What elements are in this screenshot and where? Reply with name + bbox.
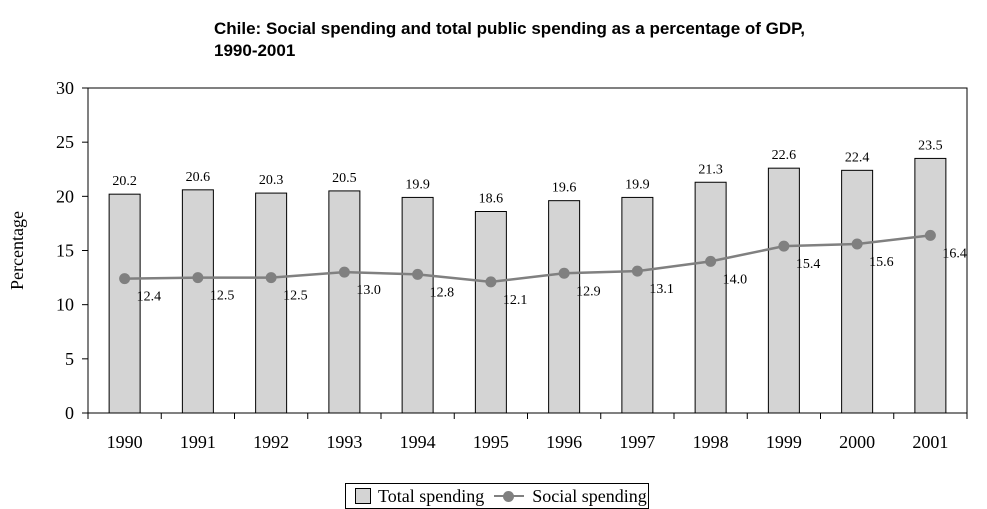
bar bbox=[401, 196, 434, 414]
bar-value-label: 18.6 bbox=[479, 192, 504, 207]
line-value-label: 15.4 bbox=[796, 257, 821, 272]
bar-value-label: 20.2 bbox=[112, 174, 137, 189]
x-tick-label: 1994 bbox=[400, 432, 436, 452]
data-labels: 20.2 20.6 20.3 20.5 19.9 18.6 19.6 19.9 21.3 22.6… bbox=[112, 138, 967, 307]
y-tick-label: 20 bbox=[56, 186, 74, 206]
y-tick-label: 5 bbox=[65, 349, 74, 369]
x-tick-label: 2000 bbox=[839, 432, 875, 452]
line-series bbox=[119, 229, 936, 288]
line-value-label: 12.5 bbox=[210, 289, 235, 304]
x-tick-label: 1996 bbox=[546, 432, 582, 452]
bar-value-label: 22.4 bbox=[845, 150, 870, 165]
bar bbox=[255, 192, 288, 414]
line-value-label: 14.0 bbox=[723, 272, 748, 287]
bar-value-label: 22.6 bbox=[772, 148, 797, 163]
line-value-label: 13.0 bbox=[356, 283, 381, 298]
chart-plot: 0 5 10 15 20 25 30 Percentage 1990 1991 1992 1993 19… bbox=[7, 78, 968, 452]
y-tick-label: 30 bbox=[56, 78, 74, 98]
chart-title-line-1: Chile: Social spending and total public … bbox=[214, 19, 806, 38]
line-value-label: 12.8 bbox=[430, 285, 455, 300]
line-point bbox=[558, 267, 570, 279]
y-tick-label: 0 bbox=[65, 403, 74, 423]
line-point bbox=[631, 265, 643, 277]
legend-label-total: Total spending bbox=[378, 485, 485, 506]
x-tick-label: 1999 bbox=[766, 432, 802, 452]
bar-value-label: 19.9 bbox=[625, 177, 650, 192]
line-value-label: 13.1 bbox=[649, 282, 674, 297]
social-spending-line bbox=[124, 234, 931, 284]
y-tick-label: 25 bbox=[56, 132, 74, 152]
x-tick-label: 1997 bbox=[619, 432, 655, 452]
bar bbox=[914, 157, 947, 414]
y-tick-label: 15 bbox=[56, 241, 74, 261]
line-point bbox=[851, 238, 863, 250]
line-point bbox=[485, 276, 497, 288]
bar bbox=[841, 169, 874, 414]
bar-value-label: 19.9 bbox=[405, 177, 430, 192]
bar-value-label: 21.3 bbox=[698, 162, 723, 177]
bar-value-label: 19.6 bbox=[552, 181, 577, 196]
line-point bbox=[705, 255, 717, 267]
x-tick-label: 1998 bbox=[693, 432, 729, 452]
line-value-label: 12.9 bbox=[576, 284, 601, 299]
line-value-label: 12.1 bbox=[503, 293, 528, 308]
bar bbox=[181, 189, 214, 414]
bar-value-label: 23.5 bbox=[918, 138, 943, 153]
bar bbox=[621, 196, 654, 414]
legend-swatch-total bbox=[355, 488, 371, 504]
bar-value-label: 20.3 bbox=[259, 173, 284, 188]
bar bbox=[328, 190, 361, 414]
y-axis-label: Percentage bbox=[7, 211, 27, 290]
bar bbox=[108, 193, 141, 414]
line-value-label: 16.4 bbox=[942, 246, 967, 261]
line-point bbox=[265, 272, 277, 284]
legend-swatch-social bbox=[494, 488, 525, 504]
bar bbox=[548, 200, 581, 414]
bar-series bbox=[108, 157, 947, 414]
line-value-label: 12.4 bbox=[137, 290, 162, 305]
line-value-label: 12.5 bbox=[283, 289, 308, 304]
legend-label-social: Social spending bbox=[532, 485, 647, 506]
x-tick-label: 2001 bbox=[912, 432, 948, 452]
x-tick-label: 1995 bbox=[473, 432, 509, 452]
bar bbox=[767, 167, 800, 414]
line-point bbox=[924, 229, 936, 241]
line-point bbox=[119, 273, 131, 285]
plot-frame bbox=[87, 87, 968, 414]
chart-axes: 0 5 10 15 20 25 30 Percentage 1990 1991 1992 1993 19… bbox=[7, 78, 968, 452]
bar-value-label: 20.6 bbox=[186, 170, 211, 185]
line-point bbox=[338, 266, 350, 278]
line-point bbox=[412, 268, 424, 280]
bar-value-label: 20.5 bbox=[332, 171, 357, 186]
x-tick-label: 1990 bbox=[107, 432, 143, 452]
y-tick-label: 10 bbox=[56, 295, 74, 315]
line-value-label: 15.6 bbox=[869, 255, 894, 270]
x-tick-label: 1993 bbox=[326, 432, 362, 452]
bar bbox=[474, 211, 507, 414]
x-tick-label: 1992 bbox=[253, 432, 289, 452]
chart-title: Chile: Social spending and total public … bbox=[214, 18, 974, 62]
line-point bbox=[192, 272, 204, 284]
chart-legend: Total spending Social spending bbox=[345, 483, 649, 509]
chart-title-line-2: 1990-2001 bbox=[214, 41, 296, 60]
line-point bbox=[778, 240, 790, 252]
bar bbox=[694, 181, 727, 414]
x-tick-label: 1991 bbox=[180, 432, 216, 452]
